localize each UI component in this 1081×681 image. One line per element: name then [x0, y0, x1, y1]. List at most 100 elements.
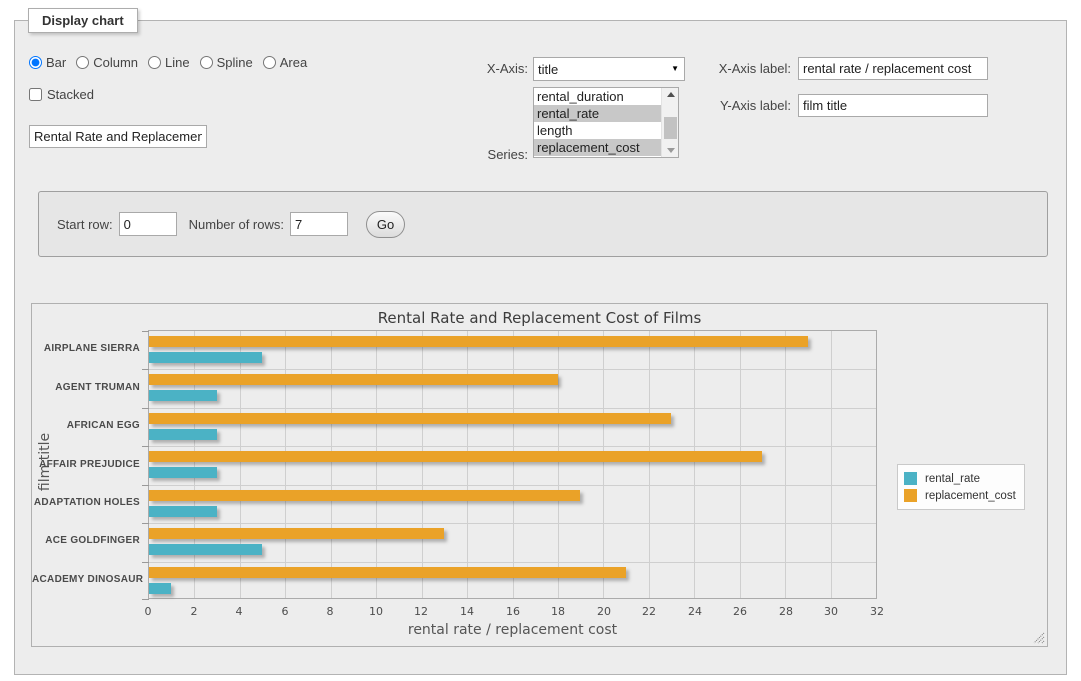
category-label: ADAPTATION HOLES [33, 497, 140, 508]
scrollbar-thumb[interactable] [664, 117, 677, 139]
bar-replacement_cost [149, 490, 581, 501]
bar-rental_rate [149, 390, 217, 401]
legend-swatch-replacement-cost-icon [904, 489, 917, 502]
radio-option-spline[interactable]: Spline [199, 55, 253, 70]
bar-rental_rate [149, 352, 263, 363]
num-rows-input[interactable] [290, 212, 348, 236]
chart-x-axis-title: rental rate / replacement cost [407, 622, 618, 638]
y-axis-tick-mark [142, 446, 149, 447]
x-tick-label: 2 [190, 605, 198, 618]
gridline-vertical [694, 331, 696, 598]
stacked-checkbox-row[interactable]: Stacked [29, 87, 94, 102]
x-tick-label: 30 [824, 605, 838, 618]
y-axis-tick-mark [142, 599, 149, 600]
radio-bar-label: Bar [46, 55, 67, 70]
legend-swatch-rental-rate-icon [904, 472, 917, 485]
y-axis-tick-mark [142, 523, 149, 524]
x-tick-label: 4 [235, 605, 243, 618]
series-option-rental-duration[interactable]: rental_duration [537, 89, 624, 104]
gridline-vertical [194, 331, 196, 598]
x-tick-label: 10 [369, 605, 383, 618]
radio-option-line[interactable]: Line [148, 55, 190, 70]
scrollbar-down-arrow-icon[interactable] [662, 144, 679, 157]
y-axis-tick-mark [142, 331, 149, 332]
stacked-checkbox[interactable] [29, 88, 42, 101]
radio-column[interactable] [76, 56, 90, 69]
gridline-vertical [512, 331, 514, 598]
bar-replacement_cost [149, 413, 672, 424]
radio-line[interactable] [148, 56, 162, 69]
category-label: AGENT TRUMAN [55, 382, 140, 393]
series-listbox-scrollbar[interactable] [661, 88, 678, 157]
x-tick-label: 20 [597, 605, 611, 618]
chart-container: Rental Rate and Replacement Cost of Film… [31, 303, 1048, 647]
radio-column-label: Column [93, 55, 139, 70]
stacked-label: Stacked [47, 87, 94, 102]
gridline-vertical [421, 331, 423, 598]
gridline-vertical [603, 331, 605, 598]
gridline-vertical [285, 331, 287, 598]
category-label: ACE GOLDFINGER [45, 535, 140, 546]
legend-item-rental-rate: rental_rate [904, 470, 1016, 487]
x-tick-label: 32 [870, 605, 884, 618]
gridline-vertical [739, 331, 741, 598]
x-tick-label: 26 [733, 605, 747, 618]
gridline-horizontal [149, 562, 876, 563]
chart-title-input[interactable] [29, 125, 207, 148]
scrollbar-up-arrow-icon[interactable] [662, 88, 679, 101]
series-listbox-items: rental_duration rental_rate length repla… [534, 88, 661, 157]
gridline-horizontal [149, 369, 876, 370]
go-button[interactable]: Go [366, 210, 405, 238]
bar-replacement_cost [149, 451, 763, 462]
x-tick-label: 8 [326, 605, 334, 618]
bar-replacement_cost [149, 374, 558, 385]
x-tick-label: 22 [642, 605, 656, 618]
category-label: ACADEMY DINOSAUR [32, 574, 144, 585]
x-axis-select-label: X-Axis: [486, 61, 528, 76]
legend-item-replacement-cost: replacement_cost [904, 487, 1016, 504]
radio-option-area[interactable]: Area [262, 55, 307, 70]
gridline-horizontal [149, 523, 876, 524]
series-option-rental-rate[interactable]: rental_rate [534, 105, 661, 122]
x-tick-label: 12 [414, 605, 428, 618]
y-axis-label-input[interactable] [798, 94, 988, 117]
x-tick-label: 18 [551, 605, 565, 618]
radio-line-label: Line [165, 55, 190, 70]
resize-grip[interactable] [1033, 632, 1045, 644]
fieldset-legend: Display chart [28, 8, 138, 33]
radio-option-bar[interactable]: Bar [29, 55, 66, 70]
gridline-vertical [648, 331, 650, 598]
bar-rental_rate [149, 544, 263, 555]
y-axis-tick-mark [142, 562, 149, 563]
chart-type-radio-group: Bar Column Line Spline Area [29, 55, 317, 70]
bar-rental_rate [149, 429, 217, 440]
x-tick-label: 6 [281, 605, 289, 618]
bar-rental_rate [149, 506, 217, 517]
gridline-vertical [830, 331, 832, 598]
radio-area[interactable] [262, 56, 276, 69]
category-label: AFRICAN EGG [66, 420, 140, 431]
start-row-input[interactable] [118, 212, 177, 236]
radio-option-column[interactable]: Column [76, 55, 138, 70]
y-axis-label-caption: Y-Axis label: [719, 98, 791, 113]
x-axis-select-wrap: title ▼ [533, 57, 685, 81]
gridline-horizontal [149, 446, 876, 447]
radio-bar[interactable] [29, 56, 42, 69]
gridline-vertical [557, 331, 559, 598]
series-option-replacement-cost[interactable]: replacement_cost [534, 139, 661, 156]
radio-spline-label: Spline [216, 55, 253, 70]
category-label: AIRPLANE SIERRA [43, 343, 140, 354]
radio-spline[interactable] [199, 56, 213, 69]
bar-replacement_cost [149, 567, 626, 578]
chart-title: Rental Rate and Replacement Cost of Film… [377, 309, 702, 327]
category-label: AFFAIR PREJUDICE [39, 459, 140, 470]
gridline-horizontal [149, 408, 876, 409]
bar-rental_rate [149, 583, 172, 594]
x-axis-label-input[interactable] [798, 57, 988, 80]
chart-legend: rental_rate replacement_cost [897, 464, 1025, 510]
x-axis-select[interactable]: title [533, 57, 685, 81]
x-axis-label-caption: X-Axis label: [718, 61, 791, 76]
series-option-length[interactable]: length [537, 123, 573, 138]
series-listbox: rental_duration rental_rate length repla… [533, 87, 679, 158]
